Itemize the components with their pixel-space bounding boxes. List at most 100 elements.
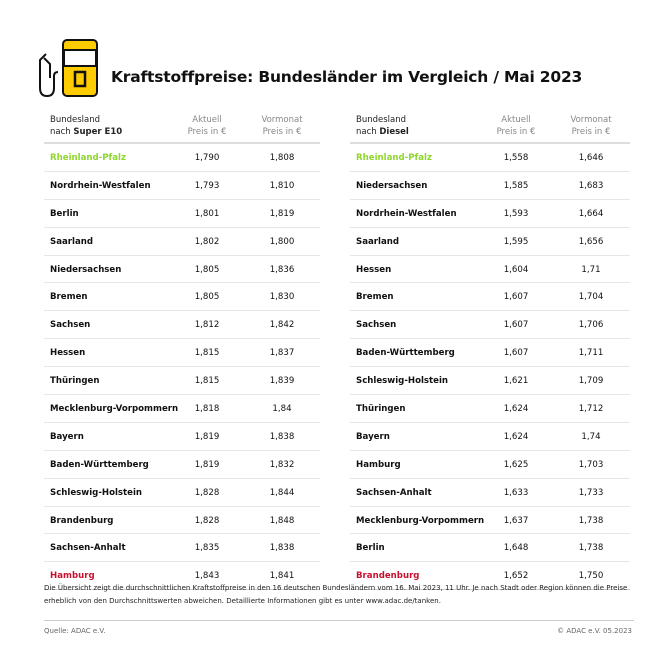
state-name: Saarland xyxy=(50,236,94,247)
copyright: © ADAC e.V. 05.2023 xyxy=(557,627,632,635)
previous-price: 1,738 xyxy=(578,515,604,526)
previous-price: 1,84 xyxy=(272,404,292,415)
previous-price: 1,837 xyxy=(269,348,295,359)
state-name: Bremen xyxy=(50,292,88,303)
previous-price: 1,711 xyxy=(578,348,604,359)
previous-price: 1,733 xyxy=(578,487,604,498)
header-label: Preis in € xyxy=(571,127,611,137)
current-price: 1,815 xyxy=(194,348,220,359)
table-row: Rheinland-Pfalz 1,790 1,808 xyxy=(44,144,320,172)
state-name: Thüringen xyxy=(356,404,406,415)
state-name: Sachsen-Anhalt xyxy=(50,543,126,554)
current-price: 1,648 xyxy=(503,543,529,554)
previous-price: 1,842 xyxy=(269,320,295,331)
state-name: Mecklenburg-Vorpommern xyxy=(50,404,179,415)
table-row: Hessen 1,604 1,71 xyxy=(350,256,630,284)
table-row: Nordrhein-Westfalen 1,593 1,664 xyxy=(350,200,630,228)
header-label: Aktuell xyxy=(192,115,222,125)
table-row: Bremen 1,805 1,830 xyxy=(44,283,320,312)
current-price: 1,624 xyxy=(503,404,529,415)
state-name: Hamburg xyxy=(50,571,95,582)
previous-price: 1,838 xyxy=(269,431,295,442)
table-row: Nordrhein-Westfalen 1,793 1,810 xyxy=(44,172,320,200)
column-header-previous: Vormonat Preis in € xyxy=(556,114,626,138)
table-header: Bundesland nach Diesel Aktuell Preis in € … xyxy=(350,112,630,144)
column-header-current: Aktuell Preis in € xyxy=(172,114,242,138)
state-name: Niedersachsen xyxy=(356,180,428,191)
current-price: 1,812 xyxy=(194,320,220,331)
table-row: Berlin 1,648 1,738 xyxy=(350,534,630,563)
previous-price: 1,71 xyxy=(581,264,601,275)
table-row: Rheinland-Pfalz 1,558 1,646 xyxy=(350,144,630,172)
state-name: Hessen xyxy=(356,264,392,275)
current-price: 1,828 xyxy=(194,515,220,526)
table-row: Bremen 1,607 1,704 xyxy=(350,283,630,312)
current-price: 1,805 xyxy=(194,292,220,303)
current-price: 1,805 xyxy=(194,264,220,275)
table-row: Niedersachsen 1,585 1,683 xyxy=(350,172,630,200)
table-row: Baden-Württemberg 1,819 1,832 xyxy=(44,451,320,479)
previous-price: 1,683 xyxy=(578,180,604,191)
table-row: Brandenburg 1,828 1,848 xyxy=(44,507,320,535)
state-name: Nordrhein-Westfalen xyxy=(356,208,457,219)
column-header-state: Bundesland nach Super E10 xyxy=(50,114,122,138)
current-price: 1,607 xyxy=(503,292,529,303)
table-row: Saarland 1,802 1,800 xyxy=(44,228,320,256)
current-price: 1,652 xyxy=(503,571,529,582)
header-label: Aktuell xyxy=(501,115,531,125)
state-name: Baden-Württemberg xyxy=(356,348,455,359)
previous-price: 1,819 xyxy=(269,208,295,219)
header-label: Preis in € xyxy=(262,127,302,137)
current-price: 1,637 xyxy=(503,515,529,526)
table-row: Bayern 1,819 1,838 xyxy=(44,423,320,451)
previous-price: 1,839 xyxy=(269,376,295,387)
state-name: Bayern xyxy=(356,431,390,442)
previous-price: 1,738 xyxy=(578,543,604,554)
current-price: 1,624 xyxy=(503,431,529,442)
table-row: Hamburg 1,843 1,841 xyxy=(44,562,320,591)
table-row: Mecklenburg-Vorpommern 1,637 1,738 xyxy=(350,507,630,535)
table-diesel: Bundesland nach Diesel Aktuell Preis in € … xyxy=(350,112,630,591)
previous-price: 1,836 xyxy=(269,264,295,275)
state-name: Brandenburg xyxy=(356,571,420,582)
column-header-current: Aktuell Preis in € xyxy=(481,114,551,138)
current-price: 1,802 xyxy=(194,236,220,247)
header-label: Vormonat xyxy=(570,115,612,125)
table-header: Bundesland nach Super E10 Aktuell Preis in… xyxy=(44,112,320,144)
table-row: Thüringen 1,624 1,712 xyxy=(350,395,630,423)
current-price: 1,815 xyxy=(194,376,220,387)
table-row: Sachsen-Anhalt 1,835 1,838 xyxy=(44,534,320,563)
previous-price: 1,830 xyxy=(269,292,295,303)
table-row: Schleswig-Holstein 1,621 1,709 xyxy=(350,367,630,396)
source: Quelle: ADAC e.V. xyxy=(44,627,106,635)
table-row: Sachsen 1,607 1,706 xyxy=(350,311,630,340)
previous-price: 1,712 xyxy=(578,404,604,415)
current-price: 1,625 xyxy=(503,459,529,470)
current-price: 1,818 xyxy=(194,404,220,415)
column-header-previous: Vormonat Preis in € xyxy=(247,114,317,138)
previous-price: 1,750 xyxy=(578,571,604,582)
header-label: Vormonat xyxy=(261,115,303,125)
state-name: Sachsen-Anhalt xyxy=(356,487,432,498)
state-name: Nordrhein-Westfalen xyxy=(50,180,151,191)
current-price: 1,558 xyxy=(503,153,529,163)
state-name: Baden-Württemberg xyxy=(50,459,149,470)
current-price: 1,607 xyxy=(503,348,529,359)
current-price: 1,593 xyxy=(503,208,529,219)
fuel-type: Super E10 xyxy=(73,127,123,137)
previous-price: 1,808 xyxy=(269,153,295,163)
header-label: nach xyxy=(50,127,74,137)
header-label: nach xyxy=(356,127,380,137)
column-header-state: Bundesland nach Diesel xyxy=(356,114,409,138)
state-name: Berlin xyxy=(50,208,79,219)
table-row: Brandenburg 1,652 1,750 xyxy=(350,562,630,591)
header-label: Bundesland xyxy=(356,115,407,125)
previous-price: 1,800 xyxy=(269,236,295,247)
divider xyxy=(44,620,634,621)
table-row: Hamburg 1,625 1,703 xyxy=(350,451,630,479)
current-price: 1,801 xyxy=(194,208,220,219)
current-price: 1,607 xyxy=(503,320,529,331)
previous-price: 1,848 xyxy=(269,515,295,526)
table-super-e10: Bundesland nach Super E10 Aktuell Preis in… xyxy=(44,112,320,591)
